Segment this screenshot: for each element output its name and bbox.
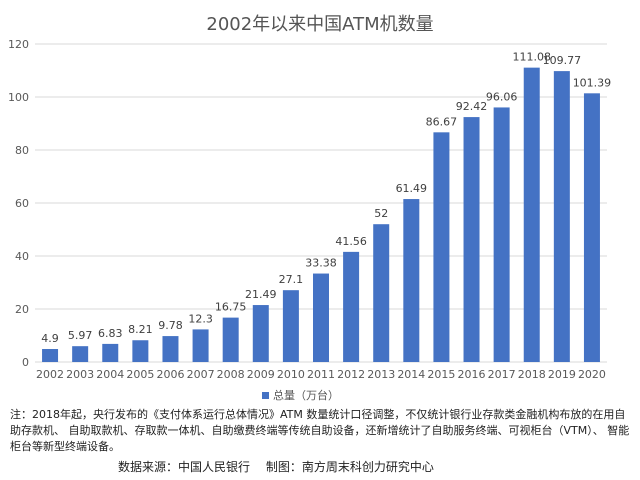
x-tick-label: 2003 [66,368,94,381]
y-tick-label: 20 [15,303,29,316]
y-tick-label: 100 [8,91,29,104]
data-label: 5.97 [68,329,93,342]
data-label: 86.67 [426,115,458,128]
bar [463,117,480,362]
data-label: 9.78 [158,319,183,332]
data-label: 101.39 [573,76,612,89]
x-tick-label: 2007 [187,368,215,381]
bar [282,290,299,362]
bar [252,305,269,362]
x-tick-label: 2010 [277,368,305,381]
x-tick-label: 2009 [247,368,275,381]
data-label: 96.06 [486,90,518,103]
legend: 总量（万台） [262,387,339,403]
x-tick-label: 2005 [126,368,154,381]
x-tick-label: 2016 [458,368,486,381]
data-label: 61.49 [396,182,428,195]
legend-swatch [262,391,269,399]
data-label: 12.3 [188,312,213,325]
data-label: 109.77 [543,54,582,67]
bar [132,340,149,362]
data-label: 27.1 [279,273,304,286]
bar [583,93,600,362]
bar [523,67,540,362]
bar [192,329,209,362]
data-label: 52 [374,207,388,220]
y-tick-label: 60 [15,197,29,210]
bar [433,132,450,362]
bar [403,199,420,362]
x-tick-label: 2014 [397,368,425,381]
x-tick-label: 2011 [307,368,335,381]
bar [42,349,59,362]
data-label: 4.9 [41,332,59,345]
chart-title: 2002年以来中国ATM机数量 [206,14,434,35]
bar [313,273,329,362]
x-tick-label: 2012 [337,368,365,381]
bar [493,107,510,362]
x-tick-label: 2008 [217,368,245,381]
data-label: 16.75 [215,301,247,314]
x-tick-label: 2020 [578,368,606,381]
x-tick-label: 2013 [367,368,395,381]
data-label: 111.08 [512,51,551,64]
y-tick-label: 0 [22,356,29,369]
bar [553,71,570,362]
y-tick-label: 40 [15,250,29,263]
data-source: 数据来源：中国人民银行 [118,460,251,474]
bar [222,317,239,362]
x-tick-label: 2017 [488,368,516,381]
data-label: 92.42 [456,100,488,113]
data-label: 8.21 [128,323,153,336]
data-label: 21.49 [245,288,277,301]
bar [343,251,360,362]
y-tick-label: 120 [8,38,29,51]
chart-credit: 制图：南方周末科创力研究中心 [265,460,434,474]
x-tick-label: 2006 [156,368,184,381]
bar [373,224,390,362]
x-tick-label: 2015 [427,368,455,381]
x-tick-label: 2004 [96,368,124,381]
footnote: 注：2018年起，央行发布的《支付体系运行总体情况》ATM 数量统计口径调整，不… [10,408,630,453]
legend-label: 总量（万台） [273,389,339,402]
data-label: 33.38 [305,257,337,270]
data-label: 6.83 [98,327,123,340]
bar [102,343,119,362]
data-label: 41.56 [335,235,367,248]
y-tick-label: 80 [15,144,29,157]
x-tick-label: 2018 [518,368,546,381]
bar [72,346,89,362]
bar-chart: 0 20 40 60 80 100 120 4.9 2002 5.97 2003 6.83 2004 8.… [8,38,612,381]
x-tick-label: 2002 [36,368,64,381]
bar [162,336,179,362]
source-line: 数据来源：中国人民银行 制图：南方周末科创力研究中心 [118,458,446,475]
x-tick-label: 2019 [548,368,576,381]
